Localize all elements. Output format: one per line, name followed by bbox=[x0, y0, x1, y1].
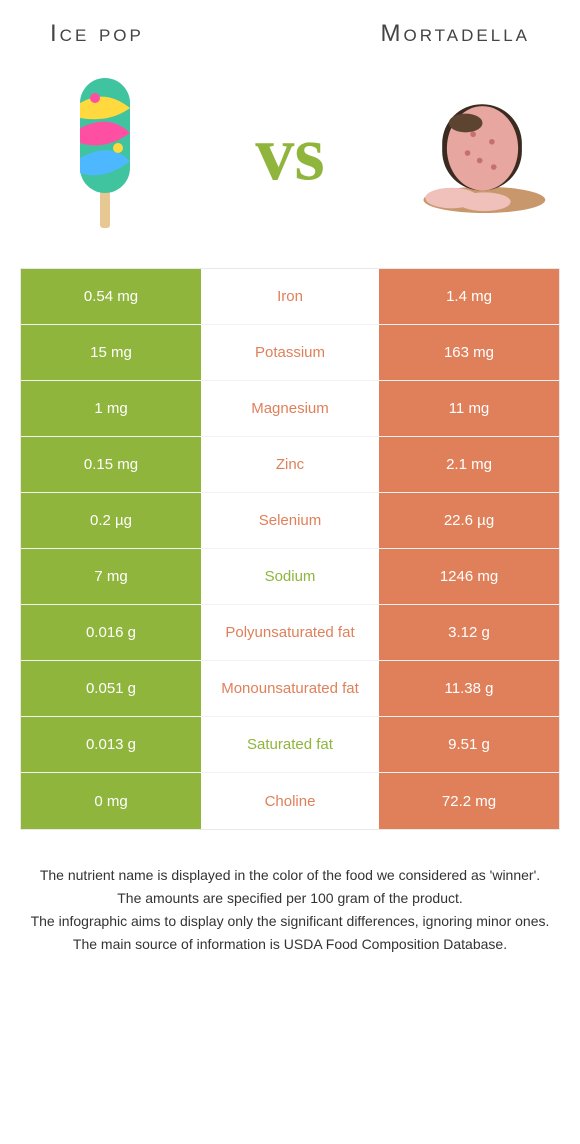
table-row: 0 mgCholine72.2 mg bbox=[21, 773, 559, 829]
table-row: 0.051 gMonounsaturated fat11.38 g bbox=[21, 661, 559, 717]
footer-line: The infographic aims to display only the… bbox=[30, 911, 550, 932]
left-value: 0 mg bbox=[21, 773, 201, 829]
images-row: vs bbox=[0, 58, 580, 268]
nutrient-name: Choline bbox=[201, 773, 379, 829]
nutrient-name: Iron bbox=[201, 269, 379, 324]
right-value: 22.6 µg bbox=[379, 493, 559, 548]
table-row: 7 mgSodium1246 mg bbox=[21, 549, 559, 605]
right-value: 72.2 mg bbox=[379, 773, 559, 829]
footer-notes: The nutrient name is displayed in the co… bbox=[0, 830, 580, 977]
ice-pop-icon bbox=[30, 68, 180, 238]
left-value: 7 mg bbox=[21, 549, 201, 604]
vs-label: vs bbox=[255, 108, 324, 198]
nutrient-name: Polyunsaturated fat bbox=[201, 605, 379, 660]
nutrient-name: Potassium bbox=[201, 325, 379, 380]
nutrient-table: 0.54 mgIron1.4 mg15 mgPotassium163 mg1 m… bbox=[20, 268, 560, 830]
table-row: 0.54 mgIron1.4 mg bbox=[21, 269, 559, 325]
footer-line: The nutrient name is displayed in the co… bbox=[30, 865, 550, 886]
right-value: 1246 mg bbox=[379, 549, 559, 604]
footer-line: The main source of information is USDA F… bbox=[30, 934, 550, 955]
table-row: 0.15 mgZinc2.1 mg bbox=[21, 437, 559, 493]
left-value: 0.016 g bbox=[21, 605, 201, 660]
left-value: 0.2 µg bbox=[21, 493, 201, 548]
left-value: 0.013 g bbox=[21, 717, 201, 772]
table-row: 0.2 µgSelenium22.6 µg bbox=[21, 493, 559, 549]
table-row: 1 mgMagnesium11 mg bbox=[21, 381, 559, 437]
title-row: Ice pop Mortadella bbox=[0, 0, 580, 58]
right-value: 1.4 mg bbox=[379, 269, 559, 324]
left-food-title: Ice pop bbox=[50, 20, 144, 48]
left-value: 0.54 mg bbox=[21, 269, 201, 324]
nutrient-name: Saturated fat bbox=[201, 717, 379, 772]
left-value: 0.15 mg bbox=[21, 437, 201, 492]
nutrient-name: Sodium bbox=[201, 549, 379, 604]
right-value: 2.1 mg bbox=[379, 437, 559, 492]
right-food-title: Mortadella bbox=[380, 20, 530, 48]
table-row: 15 mgPotassium163 mg bbox=[21, 325, 559, 381]
table-row: 0.013 gSaturated fat9.51 g bbox=[21, 717, 559, 773]
mortadella-icon bbox=[400, 68, 550, 238]
footer-line: The amounts are specified per 100 gram o… bbox=[30, 888, 550, 909]
left-value: 0.051 g bbox=[21, 661, 201, 716]
right-value: 11 mg bbox=[379, 381, 559, 436]
nutrient-name: Magnesium bbox=[201, 381, 379, 436]
left-value: 15 mg bbox=[21, 325, 201, 380]
right-value: 9.51 g bbox=[379, 717, 559, 772]
nutrient-name: Monounsaturated fat bbox=[201, 661, 379, 716]
nutrient-name: Zinc bbox=[201, 437, 379, 492]
right-value: 3.12 g bbox=[379, 605, 559, 660]
nutrient-name: Selenium bbox=[201, 493, 379, 548]
right-value: 163 mg bbox=[379, 325, 559, 380]
right-value: 11.38 g bbox=[379, 661, 559, 716]
left-value: 1 mg bbox=[21, 381, 201, 436]
table-row: 0.016 gPolyunsaturated fat3.12 g bbox=[21, 605, 559, 661]
